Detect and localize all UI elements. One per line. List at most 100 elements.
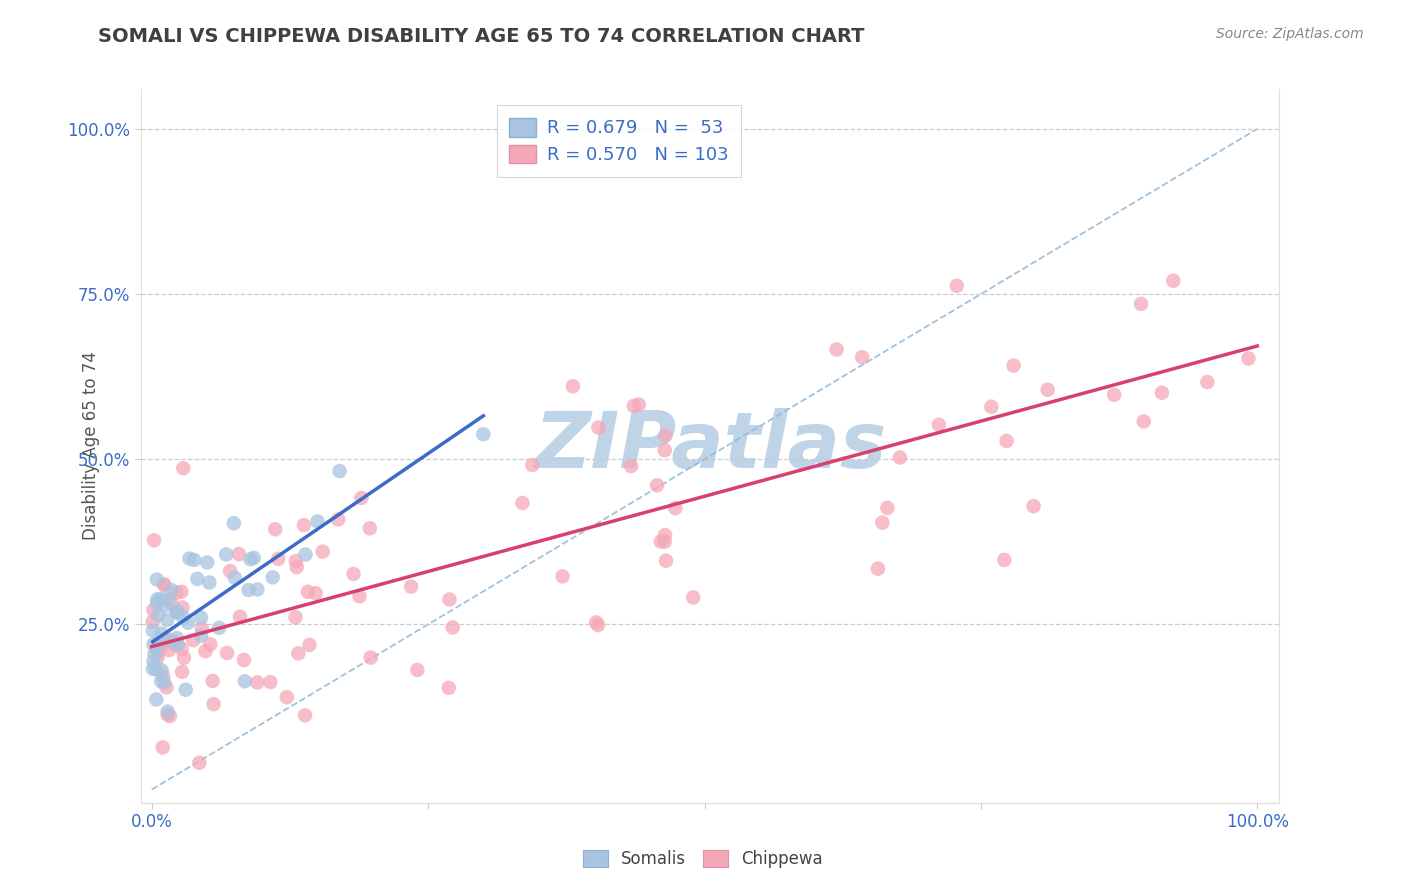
- Point: [188, 756, 211, 770]
- Point: [285, 560, 308, 574]
- Point: [165, 586, 187, 600]
- Point: [627, 398, 650, 412]
- Point: [1197, 375, 1219, 389]
- Point: [993, 553, 1015, 567]
- Point: [233, 674, 256, 689]
- Point: [406, 663, 429, 677]
- Point: [155, 681, 177, 695]
- Point: [200, 637, 222, 651]
- Point: [585, 615, 607, 630]
- Point: [1237, 351, 1260, 366]
- Point: [166, 606, 188, 620]
- Point: [262, 570, 284, 584]
- Point: [166, 637, 188, 651]
- Point: [292, 518, 315, 533]
- Point: [349, 589, 371, 603]
- Point: [190, 610, 212, 624]
- Point: [329, 464, 352, 478]
- Point: [654, 443, 676, 458]
- Point: [298, 638, 321, 652]
- Point: [157, 593, 180, 607]
- Point: [623, 399, 645, 413]
- Point: [146, 635, 169, 649]
- Point: [153, 675, 176, 690]
- Point: [215, 646, 238, 660]
- Point: [155, 635, 177, 649]
- Point: [995, 434, 1018, 448]
- Point: [166, 605, 188, 619]
- Point: [287, 646, 309, 660]
- Point: [1130, 297, 1153, 311]
- Point: [155, 632, 177, 646]
- Point: [150, 674, 173, 689]
- Point: [160, 583, 183, 598]
- Point: [170, 641, 193, 656]
- Point: [851, 351, 873, 365]
- Point: [148, 645, 170, 659]
- Point: [179, 551, 201, 566]
- Point: [159, 709, 181, 723]
- Point: [1036, 383, 1059, 397]
- Point: [650, 534, 672, 549]
- Point: [145, 662, 167, 676]
- Point: [259, 675, 281, 690]
- Point: [664, 501, 686, 516]
- Point: [190, 629, 212, 643]
- Point: [157, 643, 180, 657]
- Point: [222, 516, 245, 531]
- Point: [150, 591, 173, 606]
- Point: [239, 552, 262, 566]
- Point: [1132, 414, 1154, 428]
- Point: [1102, 388, 1125, 402]
- Point: [551, 569, 574, 583]
- Point: [284, 610, 307, 624]
- Point: [156, 705, 179, 719]
- Point: [246, 675, 269, 690]
- Point: [160, 633, 183, 648]
- Point: [142, 662, 165, 676]
- Point: [146, 651, 169, 665]
- Point: [284, 554, 307, 568]
- Point: [342, 566, 364, 581]
- Point: [152, 577, 174, 591]
- Point: [294, 708, 316, 723]
- Point: [181, 633, 204, 648]
- Point: [645, 478, 668, 492]
- Point: [654, 528, 676, 542]
- Text: Disability Age 65 to 74: Disability Age 65 to 74: [83, 351, 100, 541]
- Point: [208, 621, 231, 635]
- Point: [872, 516, 894, 530]
- Point: [1002, 359, 1025, 373]
- Point: [177, 615, 200, 630]
- Point: [472, 427, 495, 442]
- Point: [224, 571, 246, 585]
- Point: [359, 521, 381, 535]
- Point: [945, 278, 967, 293]
- Point: [142, 603, 165, 617]
- Point: [439, 592, 461, 607]
- Point: [267, 551, 290, 566]
- Point: [980, 400, 1002, 414]
- Text: SOMALI VS CHIPPEWA DISABILITY AGE 65 TO 74 CORRELATION CHART: SOMALI VS CHIPPEWA DISABILITY AGE 65 TO …: [98, 27, 865, 45]
- Point: [294, 548, 316, 562]
- Point: [246, 582, 269, 597]
- Point: [276, 690, 298, 705]
- Point: [202, 697, 225, 711]
- Point: [150, 663, 173, 677]
- Point: [228, 547, 250, 561]
- Point: [682, 591, 704, 605]
- Point: [195, 556, 218, 570]
- Point: [297, 584, 319, 599]
- Point: [142, 637, 165, 651]
- Point: [145, 692, 167, 706]
- Point: [146, 596, 169, 610]
- Point: [889, 450, 911, 465]
- Point: [153, 578, 176, 592]
- Point: [229, 609, 252, 624]
- Point: [928, 417, 950, 432]
- Legend: Somalis, Chippewa: Somalis, Chippewa: [576, 843, 830, 875]
- Point: [152, 669, 174, 683]
- Text: Source: ZipAtlas.com: Source: ZipAtlas.com: [1216, 27, 1364, 41]
- Point: [620, 458, 643, 473]
- Point: [588, 420, 610, 434]
